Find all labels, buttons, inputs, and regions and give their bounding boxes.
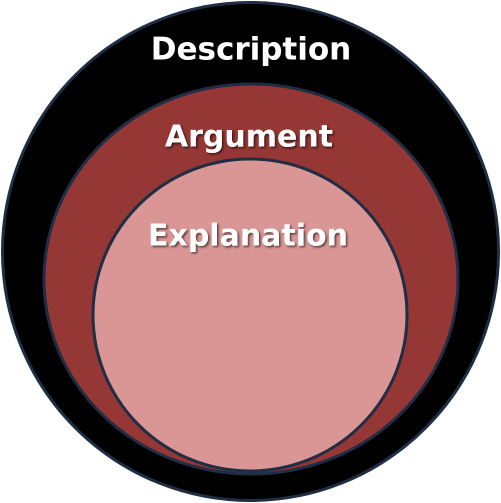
middle-circle-label: Argument [165,120,333,155]
outer-circle-label: Description [151,32,352,68]
inner-circle [91,157,409,473]
inner-circle-label: Explanation [148,219,348,254]
